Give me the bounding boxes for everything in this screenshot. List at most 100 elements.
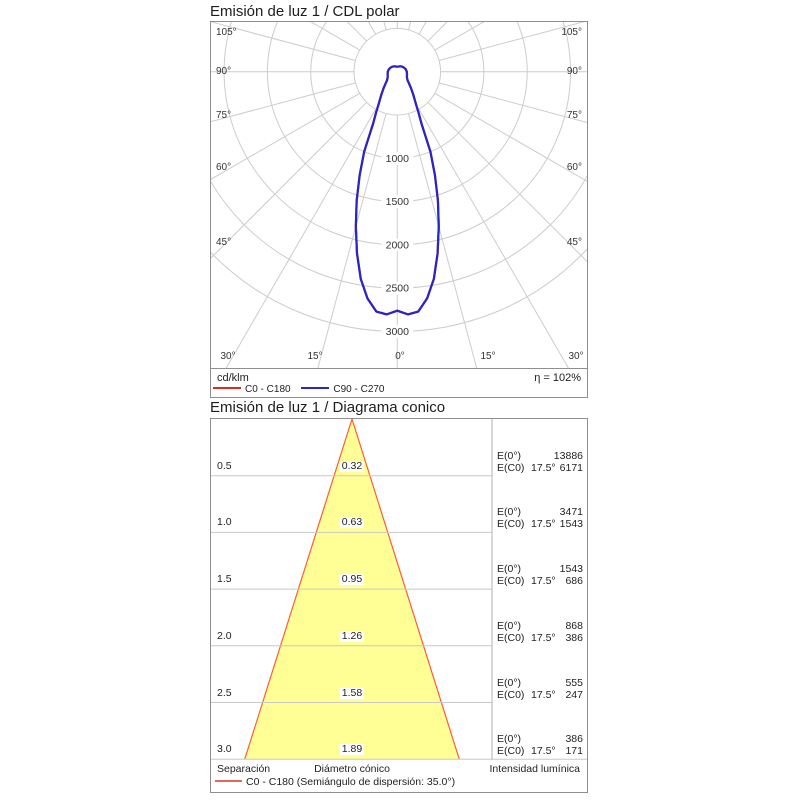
polar-grid-ray	[211, 22, 356, 61]
polar-unit-label: cd/klm	[217, 372, 249, 384]
polar-angle-label-left: 75°	[216, 110, 232, 121]
ec0-half-angle: 17.5°	[531, 631, 556, 644]
polar-angle-label-bottom: 30°	[220, 351, 236, 362]
cone-legend-line-swatch	[215, 780, 242, 783]
ec0-value: 386	[565, 631, 583, 644]
separation-label: 1.5	[217, 573, 232, 586]
ec0-value: 6171	[559, 461, 583, 474]
cone-legend: C0 - C180 (Semiángulo de dispersión: 35.…	[215, 776, 455, 788]
ring-tick-label: 2000	[386, 239, 410, 251]
polar-angle-label-left: 90°	[216, 66, 232, 77]
ring-tick-backing	[381, 281, 414, 295]
polar-angle-label-bottom: 30°	[568, 351, 584, 362]
polar-grid-ray	[408, 113, 478, 368]
e0-value: 13886	[553, 449, 583, 462]
polar-grid-ray	[225, 108, 377, 368]
ring-tick-label: 1500	[386, 196, 410, 208]
polar-grid-ring	[353, 27, 442, 116]
polar-grid-ray	[211, 82, 356, 123]
polar-angle-label-right: 75°	[566, 110, 582, 121]
column-header-separacion: Separación	[217, 763, 271, 775]
ec0-value: 686	[565, 575, 583, 588]
polar-angle-label-bottom: 15°	[480, 351, 496, 362]
ec0-half-angle: 17.5°	[531, 518, 556, 531]
e0-value: 555	[565, 676, 583, 689]
ec0-half-angle: 17.5°	[531, 575, 556, 588]
ec0-label: E(C0)	[497, 461, 525, 474]
e0-value: 868	[565, 619, 583, 632]
polar-angle-label-right: 45°	[566, 237, 582, 248]
polar-angle-label-bottom: 0°	[395, 351, 405, 362]
ec0-label: E(C0)	[497, 688, 525, 701]
polar-angle-label-right: 90°	[566, 66, 582, 77]
column-header-diametro-conico: Diámetro cónico	[314, 763, 390, 775]
e0-value: 386	[565, 733, 583, 746]
e0-label: E(0°)	[497, 449, 522, 462]
e0-label: E(0°)	[497, 563, 522, 576]
e0-label: E(0°)	[497, 506, 522, 519]
separation-label: 0.5	[217, 459, 232, 472]
polar-angle-label-bottom: 15°	[307, 351, 323, 362]
polar-grid-ray	[317, 113, 387, 368]
polar-legend: cd/klm η = 102% C0 - C180 C90 - C270	[210, 368, 588, 398]
polar-angle-label-right: 105°	[561, 27, 582, 38]
cone-diameter-label: 1.89	[339, 743, 365, 756]
ec0-value: 247	[565, 688, 583, 701]
e0-label: E(0°)	[497, 619, 522, 632]
polar-grid-ray	[408, 22, 412, 31]
polar-grid-ray	[438, 82, 587, 124]
separation-label: 2.5	[217, 686, 232, 699]
cone-diameter-label: 1.58	[339, 686, 365, 699]
e0-value: 1543	[559, 563, 583, 576]
ec0-label: E(C0)	[497, 575, 525, 588]
separation-label: 3.0	[217, 743, 232, 756]
polar-grid-ray	[434, 92, 587, 182]
efficiency-label: η = 102%	[534, 372, 581, 384]
ring-tick-label: 1000	[386, 153, 410, 165]
polar-legend-row: C0 - C180 C90 - C270	[213, 384, 385, 395]
ring-tick-backing	[381, 195, 414, 209]
cone-legend-label: C0 - C180 (Semiángulo de dispersión: 35.…	[246, 776, 456, 788]
polar-grid-ray	[438, 22, 585, 61]
e0-value: 3471	[559, 506, 583, 519]
polar-chart: 1000 1500 2000 2500 3000 105° 105° 90° 90° 75° 75…	[210, 21, 588, 369]
polar-grid-ray	[427, 101, 587, 263]
c0-c180-line-swatch	[213, 387, 241, 390]
cone-diameter-label: 1.26	[339, 629, 365, 642]
ec0-half-angle: 17.5°	[531, 745, 556, 758]
cone-diameter-label: 0.32	[339, 459, 365, 472]
separation-label: 1.0	[217, 516, 232, 529]
polar-plot-svg: 1000 1500 2000 2500 3000	[211, 22, 587, 368]
polar-grid-ray	[383, 22, 387, 31]
column-header-intensidad-luminica: Intensidad lumínica	[489, 763, 580, 775]
polar-angle-label-left: 60°	[216, 162, 232, 173]
ring-tick-backing	[381, 325, 414, 338]
c0-c180-label: C0 - C180	[245, 384, 291, 395]
ring-tick-label: 2500	[386, 283, 410, 295]
polar-angle-label-left: 45°	[216, 237, 232, 248]
e0-label: E(0°)	[497, 676, 522, 689]
separation-label: 2.0	[217, 629, 232, 642]
polar-grid-ray	[211, 101, 368, 259]
c90-c270-line-swatch	[301, 387, 330, 390]
ec0-label: E(C0)	[497, 631, 525, 644]
ec0-label: E(C0)	[497, 518, 525, 531]
polar-grid-ray	[418, 108, 569, 368]
cone-diameter-label: 0.63	[339, 516, 365, 529]
c90-c270-curve	[354, 65, 440, 316]
ec0-label: E(C0)	[497, 745, 525, 758]
ec0-half-angle: 17.5°	[531, 461, 556, 474]
cone-diagram: 0.5 0.32 E(0°) 13886 E(C0) 17.5° 6171 1.0 0.63 E(…	[210, 418, 588, 793]
ring-tick-backing	[381, 238, 414, 252]
cone-chart-title: Emisión de luz 1 / Diagrama conico	[210, 399, 446, 416]
cone-diameter-label: 0.95	[339, 573, 365, 586]
polar-chart-title: Emisión de luz 1 / CDL polar	[210, 3, 400, 20]
ec0-half-angle: 17.5°	[531, 688, 556, 701]
ec0-value: 1543	[559, 518, 583, 531]
ec0-value: 171	[565, 745, 583, 758]
polar-angle-label-left: 105°	[216, 27, 237, 38]
e0-label: E(0°)	[497, 733, 522, 746]
polar-angle-label-right: 60°	[566, 162, 582, 173]
c90-c270-label: C90 - C270	[333, 384, 385, 395]
